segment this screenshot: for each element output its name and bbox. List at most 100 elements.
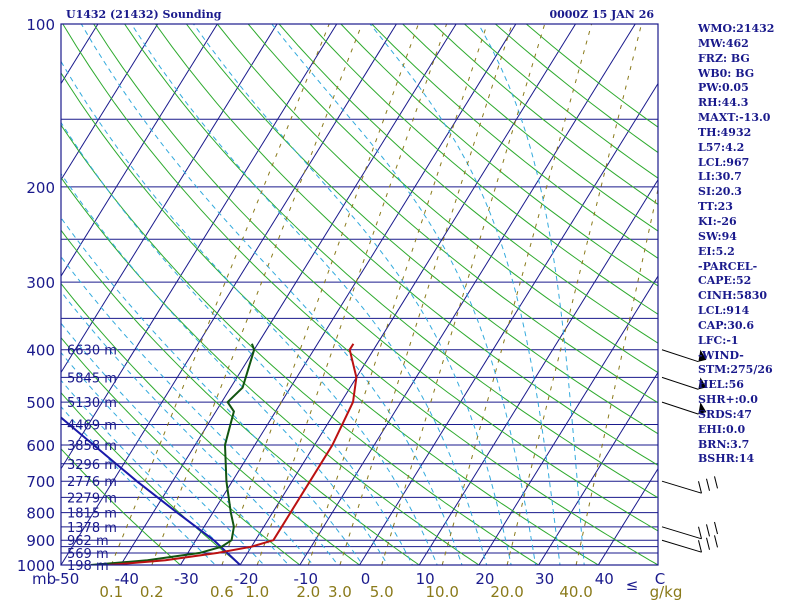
plot-frame	[60, 23, 659, 566]
wind-barb	[661, 401, 707, 415]
dry-adiabat-line	[216, 24, 658, 404]
dry-adiabat-line	[309, 24, 658, 315]
dry-adiabat-line	[186, 24, 658, 435]
index-item: STM:275/26	[698, 363, 773, 377]
index-item: TH:4932	[698, 125, 752, 139]
index-item: LI:30.7	[698, 170, 742, 184]
background-grid	[61, 24, 658, 565]
isotherm-line	[61, 24, 278, 374]
temperature-tick-label: -40	[114, 570, 139, 588]
temperature-tick-label: -30	[174, 570, 199, 588]
wind-barb-shaft	[661, 480, 702, 494]
index-item: SHR+:0.0	[698, 393, 758, 407]
mixing-ratio-line	[110, 24, 330, 565]
dry-adiabat-line	[61, 124, 540, 565]
moist-adiabat-line	[80, 24, 463, 565]
index-item: PW:0.05	[698, 81, 749, 95]
height-labels: 6630 m 5845 m 5130 m 4469 m 3858 m 3296 m 2776…	[67, 344, 117, 574]
mixing-ratio-line	[381, 24, 546, 565]
dry-adiabat-line	[61, 336, 301, 565]
axis-end-mark: ≤	[626, 576, 639, 594]
height-label: 5845 m	[67, 371, 117, 386]
wind-barb-flag	[698, 481, 702, 494]
index-item: KI:-26	[698, 214, 737, 228]
wind-barb	[661, 349, 707, 363]
moist-adiabat-line	[478, 24, 585, 565]
mixing-ratio-tick-label: 0.1	[99, 583, 123, 600]
mixing-ratio-line	[441, 24, 593, 565]
mixing-ratio-line	[151, 24, 363, 565]
moist-adiabat-line	[61, 172, 389, 565]
mixing-ratio-line	[575, 186, 658, 565]
height-label: 1378 m	[67, 521, 117, 536]
mixing-ratio-tick-label: 0.6	[210, 583, 234, 600]
isotherm-line	[61, 24, 338, 470]
wind-barb-flag	[698, 526, 702, 539]
wind-barb	[661, 476, 718, 494]
dry-adiabat-line	[340, 24, 658, 287]
isotherm-line	[61, 24, 159, 181]
wind-barb-shaft	[661, 526, 702, 540]
height-label: 962 m	[67, 534, 109, 549]
mixing-ratio-line	[339, 24, 513, 565]
wind-barb-flag	[706, 478, 710, 491]
mixing-ratio-tick-label: 3.0	[328, 583, 352, 600]
pressure-tick-label: 900	[26, 532, 55, 550]
pressure-tick-label: 500	[26, 394, 55, 412]
wind-barb-flag	[706, 524, 710, 537]
valid-time: 0000Z 15 JAN 26	[549, 8, 654, 21]
temperature-tick-label: -20	[234, 570, 259, 588]
wind-barb-pennant	[698, 377, 707, 390]
pressure-unit-label: mb	[32, 570, 56, 588]
index-item: MW:462	[698, 36, 749, 50]
profile-lines	[61, 343, 358, 565]
temperature-tick-label: 30	[535, 570, 554, 588]
chart-title: U1432 (21432) Sounding	[66, 8, 222, 21]
temperature-tick-label: -10	[294, 570, 319, 588]
index-item: CAPE:52	[698, 274, 752, 288]
moist-adiabat-line	[61, 255, 339, 565]
wind-barb-flag	[714, 535, 718, 548]
wind-barb-flag	[698, 540, 702, 553]
index-item: WMO:21432	[698, 22, 775, 35]
moist-adiabat-line	[271, 24, 537, 565]
dry-adiabat-line	[61, 391, 241, 565]
pressure-tick-label: 700	[26, 473, 55, 491]
mixing-ratio-tick-label: 5.0	[370, 583, 394, 600]
index-item: L57:4.2	[698, 140, 745, 154]
index-item: LCL:967	[698, 155, 750, 169]
isotherm-line	[478, 275, 658, 565]
index-item: BRN:3.7	[698, 437, 750, 451]
dry-adiabat-line	[371, 24, 658, 259]
height-label: 569 m	[67, 547, 109, 562]
pressure-tick-label: 300	[26, 274, 55, 292]
moist-adiabat-line	[61, 121, 413, 565]
isotherm-line	[418, 178, 658, 565]
wind-barb-flag	[714, 476, 718, 489]
dry-adiabat-line	[62, 24, 658, 565]
moist-adiabat-line	[61, 217, 364, 565]
index-item: SW:94	[698, 229, 737, 243]
index-item: BSHR:14	[698, 452, 755, 466]
dry-adiabat-line	[247, 24, 658, 374]
wind-barb-flag	[714, 521, 718, 535]
temperature-tick-label: 0	[361, 570, 371, 588]
index-item: LCL:914	[698, 304, 750, 318]
wind-barb-flag	[706, 537, 710, 550]
sounding-indices: WMO:21432 MW:462 FRZ: BG WB0: BG PW:0.05 RH:4…	[698, 22, 774, 467]
index-item: TT:23	[698, 200, 733, 214]
dry-adiabat-line	[93, 24, 658, 532]
temperature-tick-label: -50	[55, 570, 80, 588]
isotherm-line	[179, 24, 517, 565]
wind-barb-pennant	[698, 402, 707, 415]
temperature-line	[108, 343, 358, 565]
height-label: 2776 m	[67, 475, 117, 490]
mixing-ratio-line	[506, 24, 642, 565]
index-item: SI:20.3	[698, 185, 742, 199]
temperature-tick-label: 20	[475, 570, 494, 588]
height-label: 4469 m	[67, 419, 117, 434]
index-item: LFC:-1	[698, 333, 739, 347]
temperature-tick-label: 40	[595, 570, 614, 588]
index-item: EHI:0.0	[698, 422, 746, 436]
pressure-tick-label: 400	[26, 342, 55, 360]
